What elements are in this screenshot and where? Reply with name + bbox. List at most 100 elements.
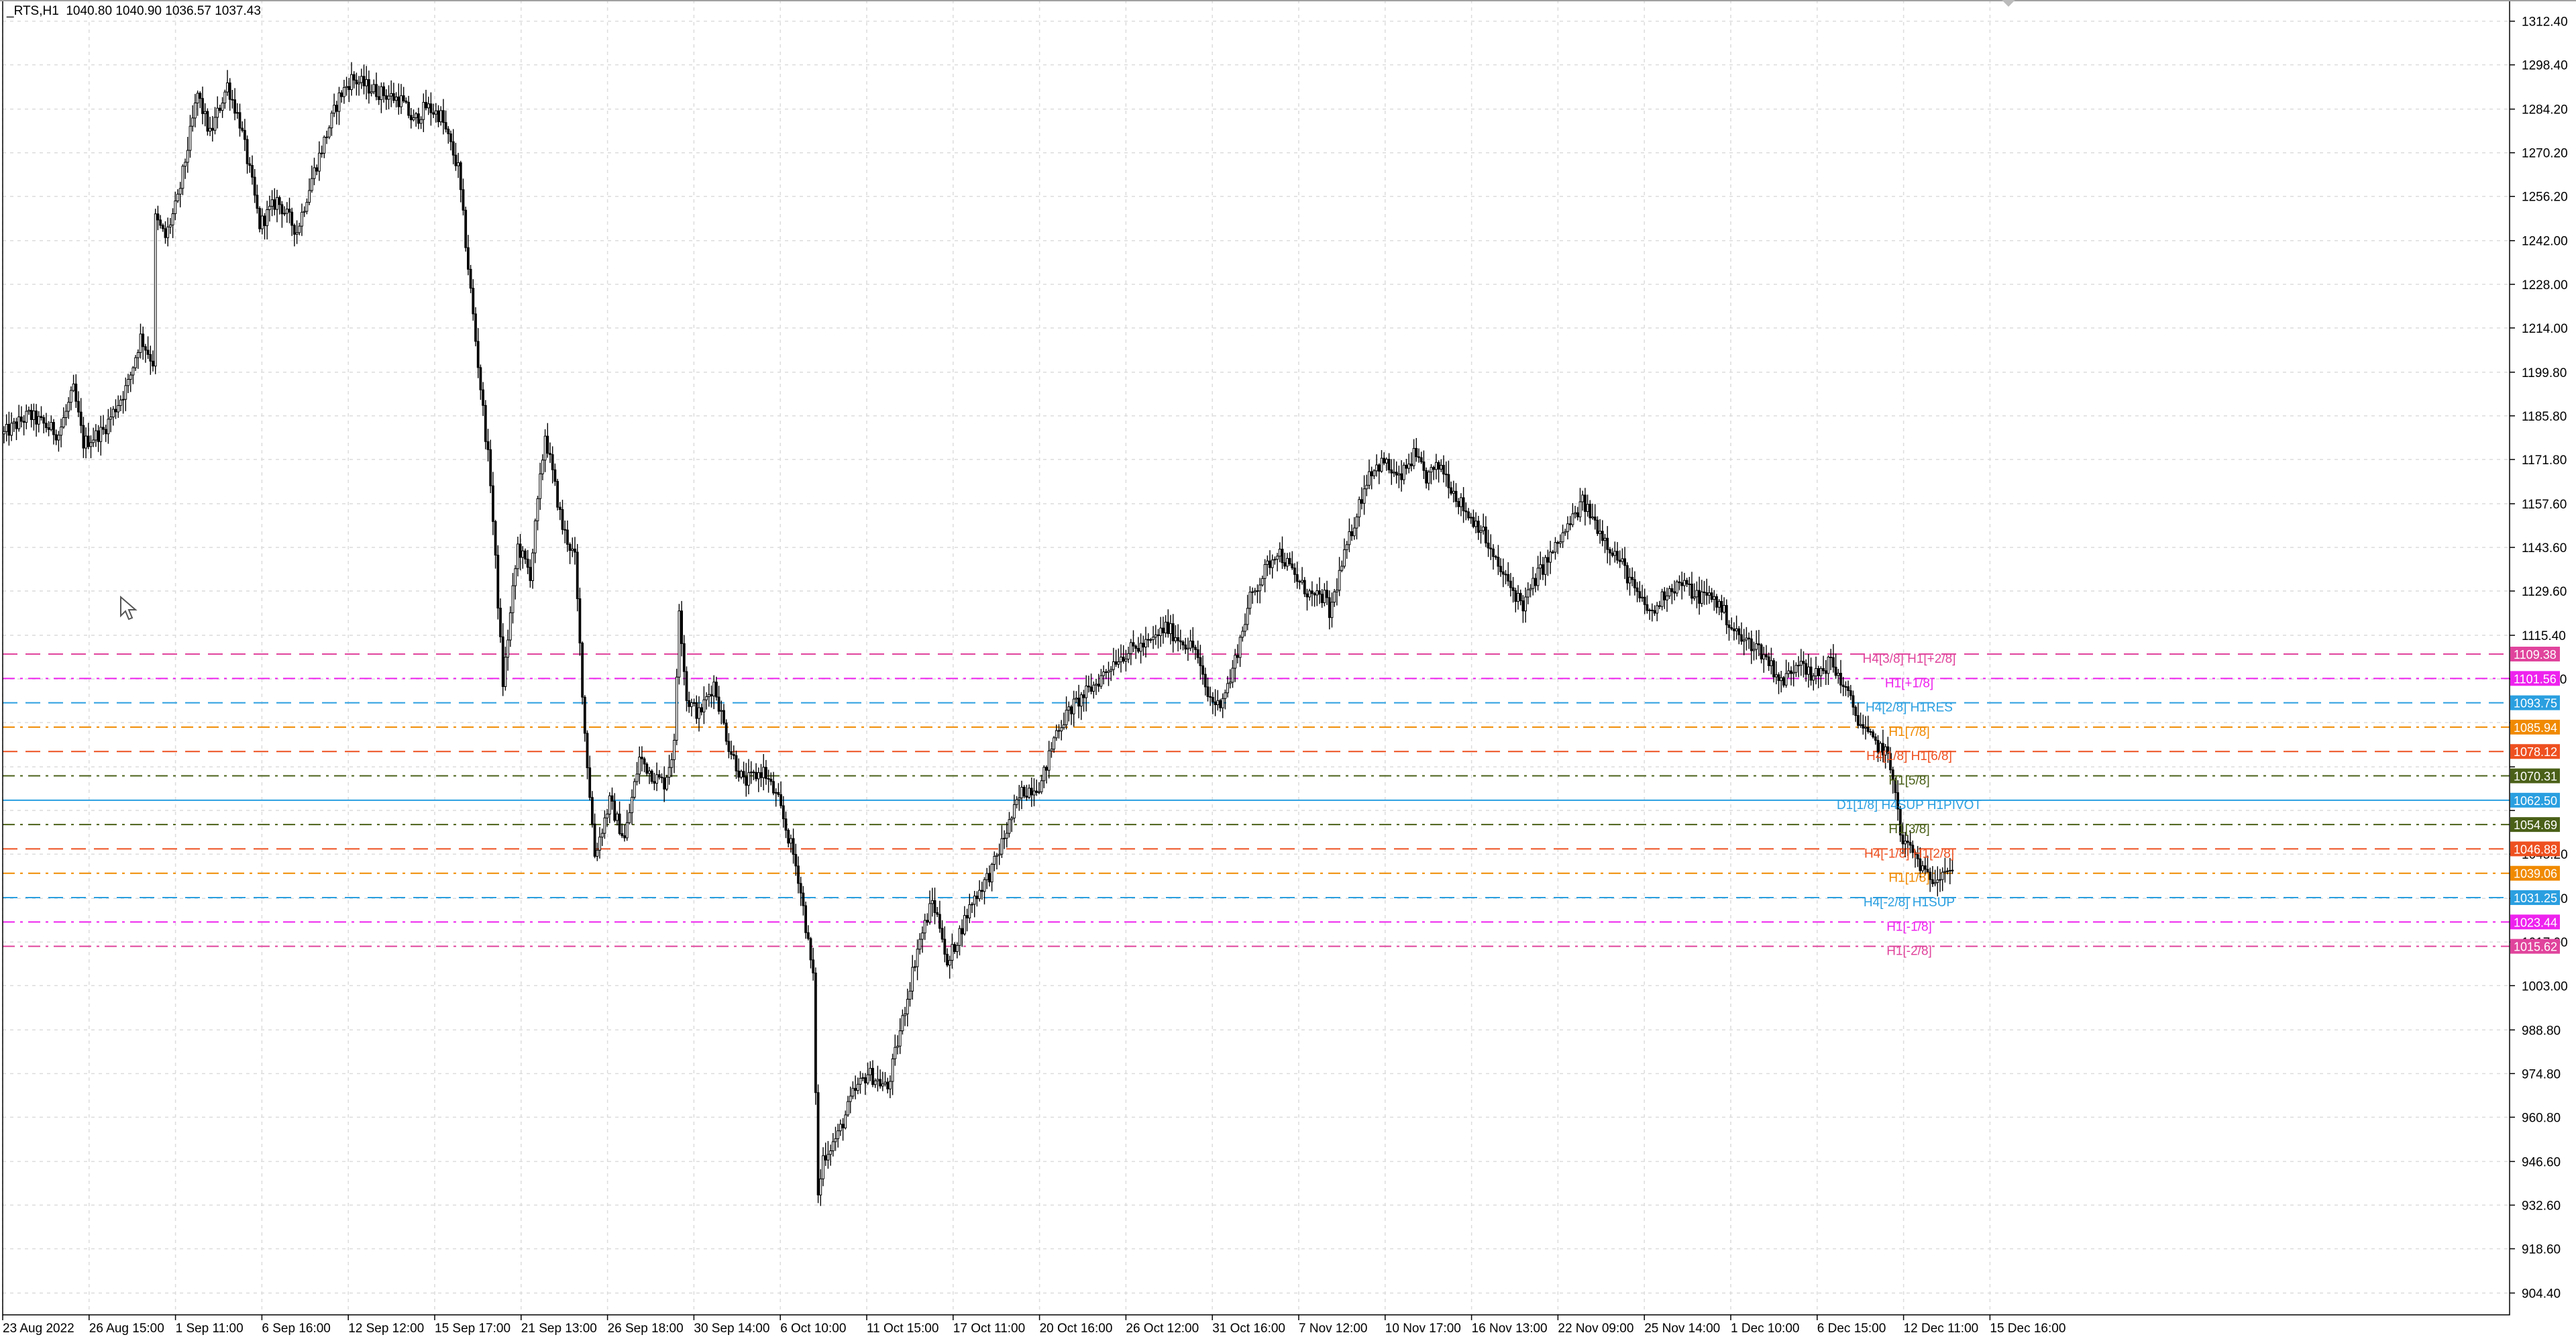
- candle-body: [854, 1087, 857, 1091]
- candle-body: [276, 197, 278, 210]
- level-price-tag-label: 1039.06: [2514, 867, 2557, 881]
- candle-body: [797, 865, 800, 884]
- candle-body: [1209, 696, 1212, 698]
- candle-body: [1462, 497, 1465, 511]
- candle-body: [667, 767, 671, 778]
- x-tick-label: 15 Sep 17:00: [435, 1322, 511, 1336]
- candle-body: [1383, 458, 1386, 464]
- candle-body: [747, 772, 750, 786]
- candle-body: [1194, 647, 1197, 650]
- candle-body: [1318, 590, 1321, 595]
- level-price-tag: [2510, 744, 2560, 759]
- chart-shift-marker-icon[interactable]: [2000, 0, 2017, 8]
- candle-body: [1393, 472, 1395, 474]
- candle-body: [352, 74, 356, 81]
- candle-body: [1482, 527, 1485, 531]
- y-tick-label: 1284.20: [2522, 103, 2568, 117]
- candle-body: [439, 110, 443, 123]
- x-tick-label: 22 Nov 09:00: [1558, 1322, 1633, 1336]
- candle-body: [285, 209, 288, 214]
- candle-body: [849, 1095, 852, 1102]
- candle-body: [655, 774, 659, 784]
- candle-body: [928, 903, 931, 923]
- candle-body: [1114, 661, 1118, 665]
- candle-body: [1663, 591, 1666, 600]
- candle-body: [722, 710, 725, 724]
- candle-body: [526, 558, 529, 568]
- candle-body: [558, 506, 561, 511]
- candle-body: [1030, 788, 1033, 796]
- candle-body: [156, 213, 160, 221]
- x-tick-label: 10 Nov 17:00: [1385, 1322, 1461, 1336]
- candle-body: [1923, 865, 1927, 870]
- candle-body: [814, 972, 817, 1093]
- candle-body: [1469, 517, 1472, 519]
- candle-body: [189, 125, 192, 151]
- candle-body: [1673, 591, 1676, 594]
- candle-body: [496, 554, 500, 608]
- candle-body: [1668, 588, 1671, 596]
- murrey-level-label: H1[3/8]: [1888, 822, 1929, 837]
- candle-body: [973, 896, 976, 905]
- candle-body: [1303, 580, 1306, 594]
- candle-body: [1534, 578, 1537, 586]
- candle-body: [777, 792, 780, 796]
- candle-body: [782, 805, 785, 820]
- candle-body: [673, 740, 676, 760]
- candle-body: [213, 117, 217, 131]
- candle-body: [52, 422, 55, 435]
- candle-body: [1941, 871, 1944, 880]
- candle-body: [948, 960, 951, 966]
- candle-body: [238, 112, 241, 129]
- candle-body: [757, 772, 760, 780]
- candle-body: [127, 379, 129, 386]
- candle-body: [1683, 580, 1686, 586]
- candle-body: [1452, 490, 1455, 494]
- candle-body: [1291, 564, 1294, 569]
- candle-body: [191, 117, 195, 127]
- candle-body: [1576, 512, 1579, 518]
- candle-body: [1258, 584, 1262, 592]
- candle-body: [1884, 746, 1887, 756]
- candle-body: [459, 162, 462, 191]
- murrey-level-label: H1[1/8]: [1888, 871, 1929, 886]
- candle-body: [260, 215, 264, 229]
- candle-body: [1792, 672, 1795, 674]
- candle-body: [1936, 879, 1939, 883]
- candle-body: [625, 822, 629, 839]
- candle-body: [695, 702, 698, 719]
- candle-body: [1752, 649, 1756, 651]
- candle-body: [1179, 640, 1182, 643]
- candle-body: [124, 385, 127, 400]
- candle-body: [178, 188, 182, 195]
- candle-body: [1864, 727, 1867, 729]
- candle-body: [894, 1047, 897, 1059]
- time-axis[interactable]: 23 Aug 2022 26 Aug 15:00 1 Sep 11:00 6 Sep …: [2, 1315, 2065, 1336]
- candle-body: [930, 900, 934, 904]
- candle-body: [1110, 669, 1113, 672]
- candle-body: [1931, 879, 1934, 884]
- candle-body: [965, 915, 969, 918]
- x-tick-label: 30 Sep 14:00: [694, 1322, 769, 1336]
- candle-body: [742, 771, 745, 778]
- candle-body: [841, 1124, 845, 1128]
- candle-body: [37, 416, 40, 425]
- candle-body: [675, 676, 678, 741]
- candle-body: [873, 1080, 877, 1085]
- candle-body: [42, 417, 46, 424]
- candle-body: [1362, 488, 1366, 504]
- candle-body: [1685, 580, 1688, 585]
- murrey-level-label: D1[1/8] H4SUP H1PIVOT: [1837, 798, 1982, 812]
- candle-body: [1765, 654, 1768, 657]
- candle-body: [588, 767, 592, 798]
- candle-body: [5, 424, 8, 432]
- candle-body: [233, 99, 237, 114]
- candle-body: [476, 341, 480, 368]
- candle-body: [358, 82, 361, 85]
- candle-body: [631, 796, 634, 813]
- candle-body: [457, 162, 460, 166]
- candle-body: [1559, 541, 1562, 544]
- candle-body: [529, 567, 532, 581]
